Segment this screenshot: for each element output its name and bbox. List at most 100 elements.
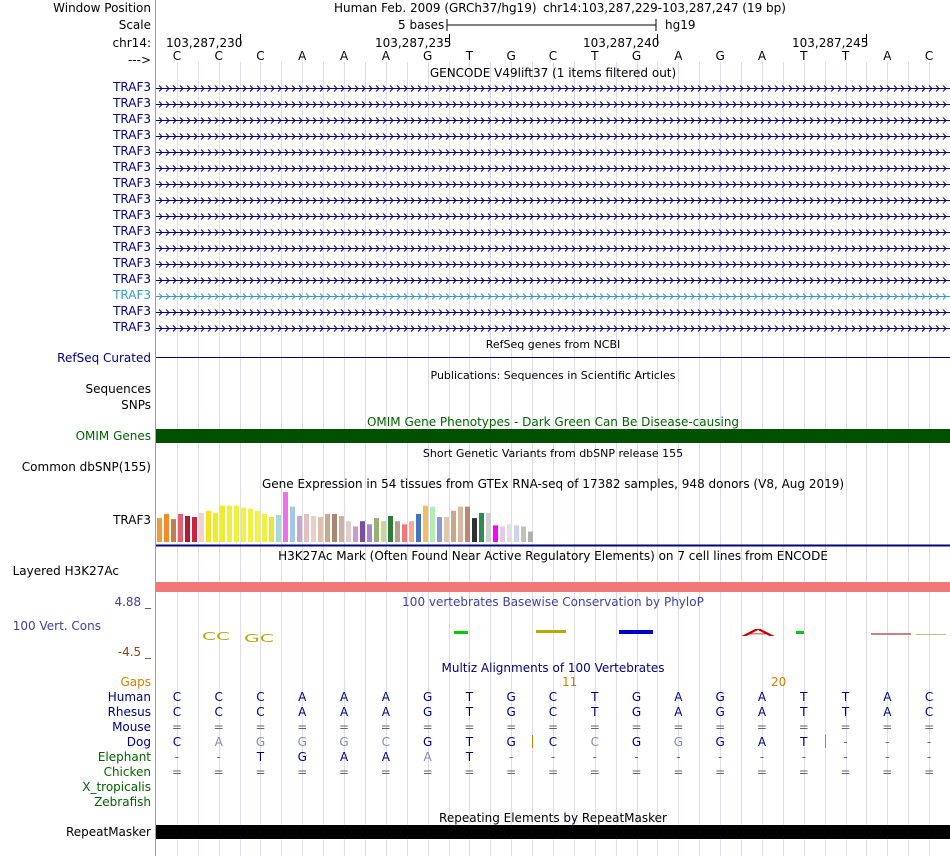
alignment-base: - <box>926 735 932 749</box>
alignment-base: T <box>465 705 474 719</box>
chrom-label: chr14: <box>112 36 151 50</box>
alignment-base: - <box>509 750 514 764</box>
layered-h3k27ac-label[interactable]: Layered H3K27Ac <box>12 564 119 578</box>
gtex-tissue-bar <box>360 521 365 542</box>
gencode-gene-label[interactable]: TRAF3 <box>113 224 151 238</box>
dna-base: T <box>800 49 808 63</box>
alignment-base: C <box>214 690 223 704</box>
gencode-gene-models[interactable] <box>156 80 950 336</box>
dna-base: T <box>841 49 850 63</box>
vert-cons-label[interactable]: 100 Vert. Cons <box>12 619 101 633</box>
gencode-gene-label[interactable]: TRAF3 <box>113 160 151 174</box>
alignment-base: G <box>506 735 516 749</box>
alignment-base: = <box>339 720 350 734</box>
alignment-base: = <box>213 720 224 734</box>
dna-base: G <box>506 49 516 63</box>
dbsnp-track-title: Short Genetic Variants from dbSNP releas… <box>422 447 684 460</box>
browser-track-area[interactable]: Human Feb. 2009 (GRCh37/hg19) chr14:103,… <box>156 0 950 856</box>
species-label[interactable]: Mouse <box>112 720 151 734</box>
refseq-gene-line[interactable] <box>156 357 950 358</box>
strand-arrow-label[interactable]: ---> <box>127 53 151 67</box>
alignment-base: = <box>673 720 684 734</box>
alignment-base: G <box>422 705 433 719</box>
gencode-gene-label[interactable]: TRAF3 <box>113 192 151 206</box>
alignment-base: C <box>548 735 558 749</box>
snps-label[interactable]: SNPs <box>121 398 151 412</box>
gtex-tissue-bar <box>171 519 176 542</box>
svg-text:GC: GC <box>244 632 275 645</box>
gencode-gene-label[interactable]: TRAF3 <box>113 128 151 142</box>
gtex-tissue-bar <box>185 516 190 542</box>
phylop-logo-positive: A <box>454 628 946 639</box>
gtex-tissue-bar <box>514 525 519 542</box>
alignment-base: = <box>924 765 935 779</box>
alignment-base: A <box>883 705 892 719</box>
omim-gene-bar[interactable] <box>156 429 950 443</box>
alignment-base: - <box>801 750 806 764</box>
species-label[interactable]: Rhesus <box>107 705 151 719</box>
species-label[interactable]: Dog <box>126 735 151 749</box>
species-label[interactable]: Human <box>107 690 151 704</box>
svg-text:CC: CC <box>202 630 231 643</box>
ruler-tick-mark <box>240 34 241 46</box>
repeatmasker-bar[interactable] <box>156 825 950 839</box>
phylop-conservation-plot[interactable]: CC GC A <box>156 622 950 646</box>
alignment-base: T <box>465 750 474 764</box>
publications-track-title: Publications: Sequences in Scientific Ar… <box>430 369 676 382</box>
alignment-base: A <box>381 690 390 704</box>
gencode-strand-arrows <box>158 309 947 316</box>
h3k27ac-signal-bar[interactable] <box>156 582 950 592</box>
species-label[interactable]: X_tropicalis <box>82 780 151 794</box>
alignment-base: T <box>591 705 599 719</box>
gtex-tissue-bar <box>213 512 218 542</box>
common-dbsnp-label[interactable]: Common dbSNP(155) <box>21 460 151 474</box>
alignment-base: = <box>380 720 391 734</box>
gtex-tissue-bar <box>227 505 232 542</box>
repeatmasker-label[interactable]: RepeatMasker <box>65 825 151 839</box>
species-label[interactable]: Chicken <box>103 765 151 779</box>
dna-base: A <box>674 49 683 63</box>
refseq-curated-label[interactable]: RefSeq Curated <box>57 351 151 365</box>
gtex-gene-label[interactable]: TRAF3 <box>113 513 151 527</box>
alignment-base: G <box>715 735 725 749</box>
dna-base: C <box>548 49 558 63</box>
gtex-expression-chart[interactable] <box>156 490 950 548</box>
gencode-gene-label[interactable]: TRAF3 <box>113 80 151 94</box>
sequences-label[interactable]: Sequences <box>85 382 151 396</box>
alignment-base: = <box>339 765 350 779</box>
alignment-base: T <box>591 690 599 704</box>
alignment-base: = <box>464 720 475 734</box>
alignment-base: = <box>798 720 809 734</box>
alignment-base: = <box>464 765 475 779</box>
gencode-gene-label[interactable]: TRAF3 <box>113 256 151 270</box>
gtex-track-title: Gene Expression in 54 tissues from GTEx … <box>261 477 845 491</box>
gencode-gene-label[interactable]: TRAF3 <box>113 320 151 334</box>
alignment-base: = <box>715 765 726 779</box>
ruler-tick-mark <box>449 34 450 46</box>
species-label[interactable]: Zebrafish <box>94 795 151 809</box>
gtex-tissue-bar <box>283 492 288 542</box>
gencode-gene-label[interactable]: TRAF3 <box>113 304 151 318</box>
omim-genes-label[interactable]: OMIM Genes <box>75 429 151 443</box>
alignment-base: C <box>548 705 558 719</box>
alignment-base: = <box>840 765 851 779</box>
gencode-gene-label[interactable]: TRAF3 <box>113 144 151 158</box>
alignment-base: A <box>381 705 390 719</box>
alignment-base: - <box>759 750 765 764</box>
gencode-gene-label[interactable]: TRAF3 <box>113 112 151 126</box>
insertion-marker <box>532 735 533 748</box>
alignment-base: = <box>715 720 726 734</box>
gencode-gene-label[interactable]: TRAF3 <box>113 272 151 286</box>
alignment-base: A <box>757 735 767 749</box>
scale-label: Scale <box>118 18 151 32</box>
gencode-gene-label[interactable]: TRAF3 <box>113 208 151 222</box>
gtex-tissue-bar <box>437 517 442 542</box>
species-label[interactable]: Elephant <box>97 750 151 764</box>
gencode-gene-label[interactable]: TRAF3 <box>113 240 151 254</box>
gencode-gene-label[interactable]: TRAF3 <box>113 96 151 110</box>
gencode-gene-label[interactable]: TRAF3 <box>113 176 151 190</box>
gtex-tissue-bar <box>199 512 204 542</box>
alignment-base: C <box>256 690 265 704</box>
gencode-gene-label[interactable]: TRAF3 <box>113 288 151 302</box>
track-label-column: Window Position Scale chr14: ---> TRAF3 T… <box>0 0 155 856</box>
